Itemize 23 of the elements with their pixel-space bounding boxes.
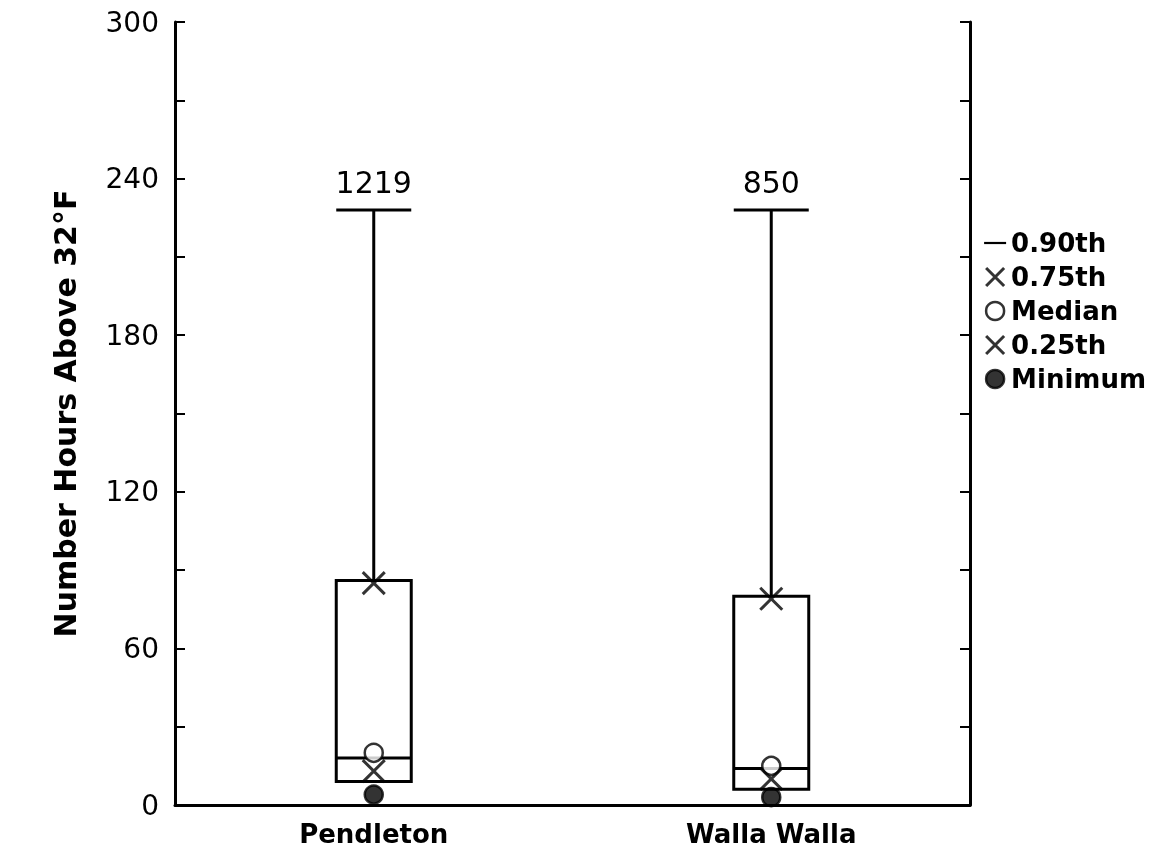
annotation: 1219 [335, 165, 412, 201]
point [758, 766, 784, 792]
point [363, 784, 384, 805]
point [363, 742, 384, 764]
legend-label: 0.90th [1011, 228, 1107, 258]
point [361, 570, 387, 596]
y-tick-label: 0 [141, 788, 159, 822]
annotation: 850 [742, 165, 800, 201]
legend-label: 0.25th [1011, 330, 1107, 360]
y-tick-label: 60 [123, 631, 159, 665]
legend-label: Minimum [1011, 364, 1147, 394]
point [761, 786, 782, 808]
point [758, 586, 784, 612]
y-axis-title: Number Hours Above 32°F [47, 189, 83, 638]
legend-label: Median [1011, 296, 1119, 326]
point [361, 758, 387, 784]
y-tick-label: 180 [105, 318, 159, 352]
x-tick-label: Pendleton [299, 819, 449, 849]
y-tick-label: 300 [105, 5, 159, 39]
x-tick-label: Walla Walla [686, 819, 857, 849]
legend-label: 0.75th [1011, 262, 1107, 292]
y-tick-label: 240 [105, 162, 159, 196]
y-tick-label: 120 [105, 475, 159, 509]
